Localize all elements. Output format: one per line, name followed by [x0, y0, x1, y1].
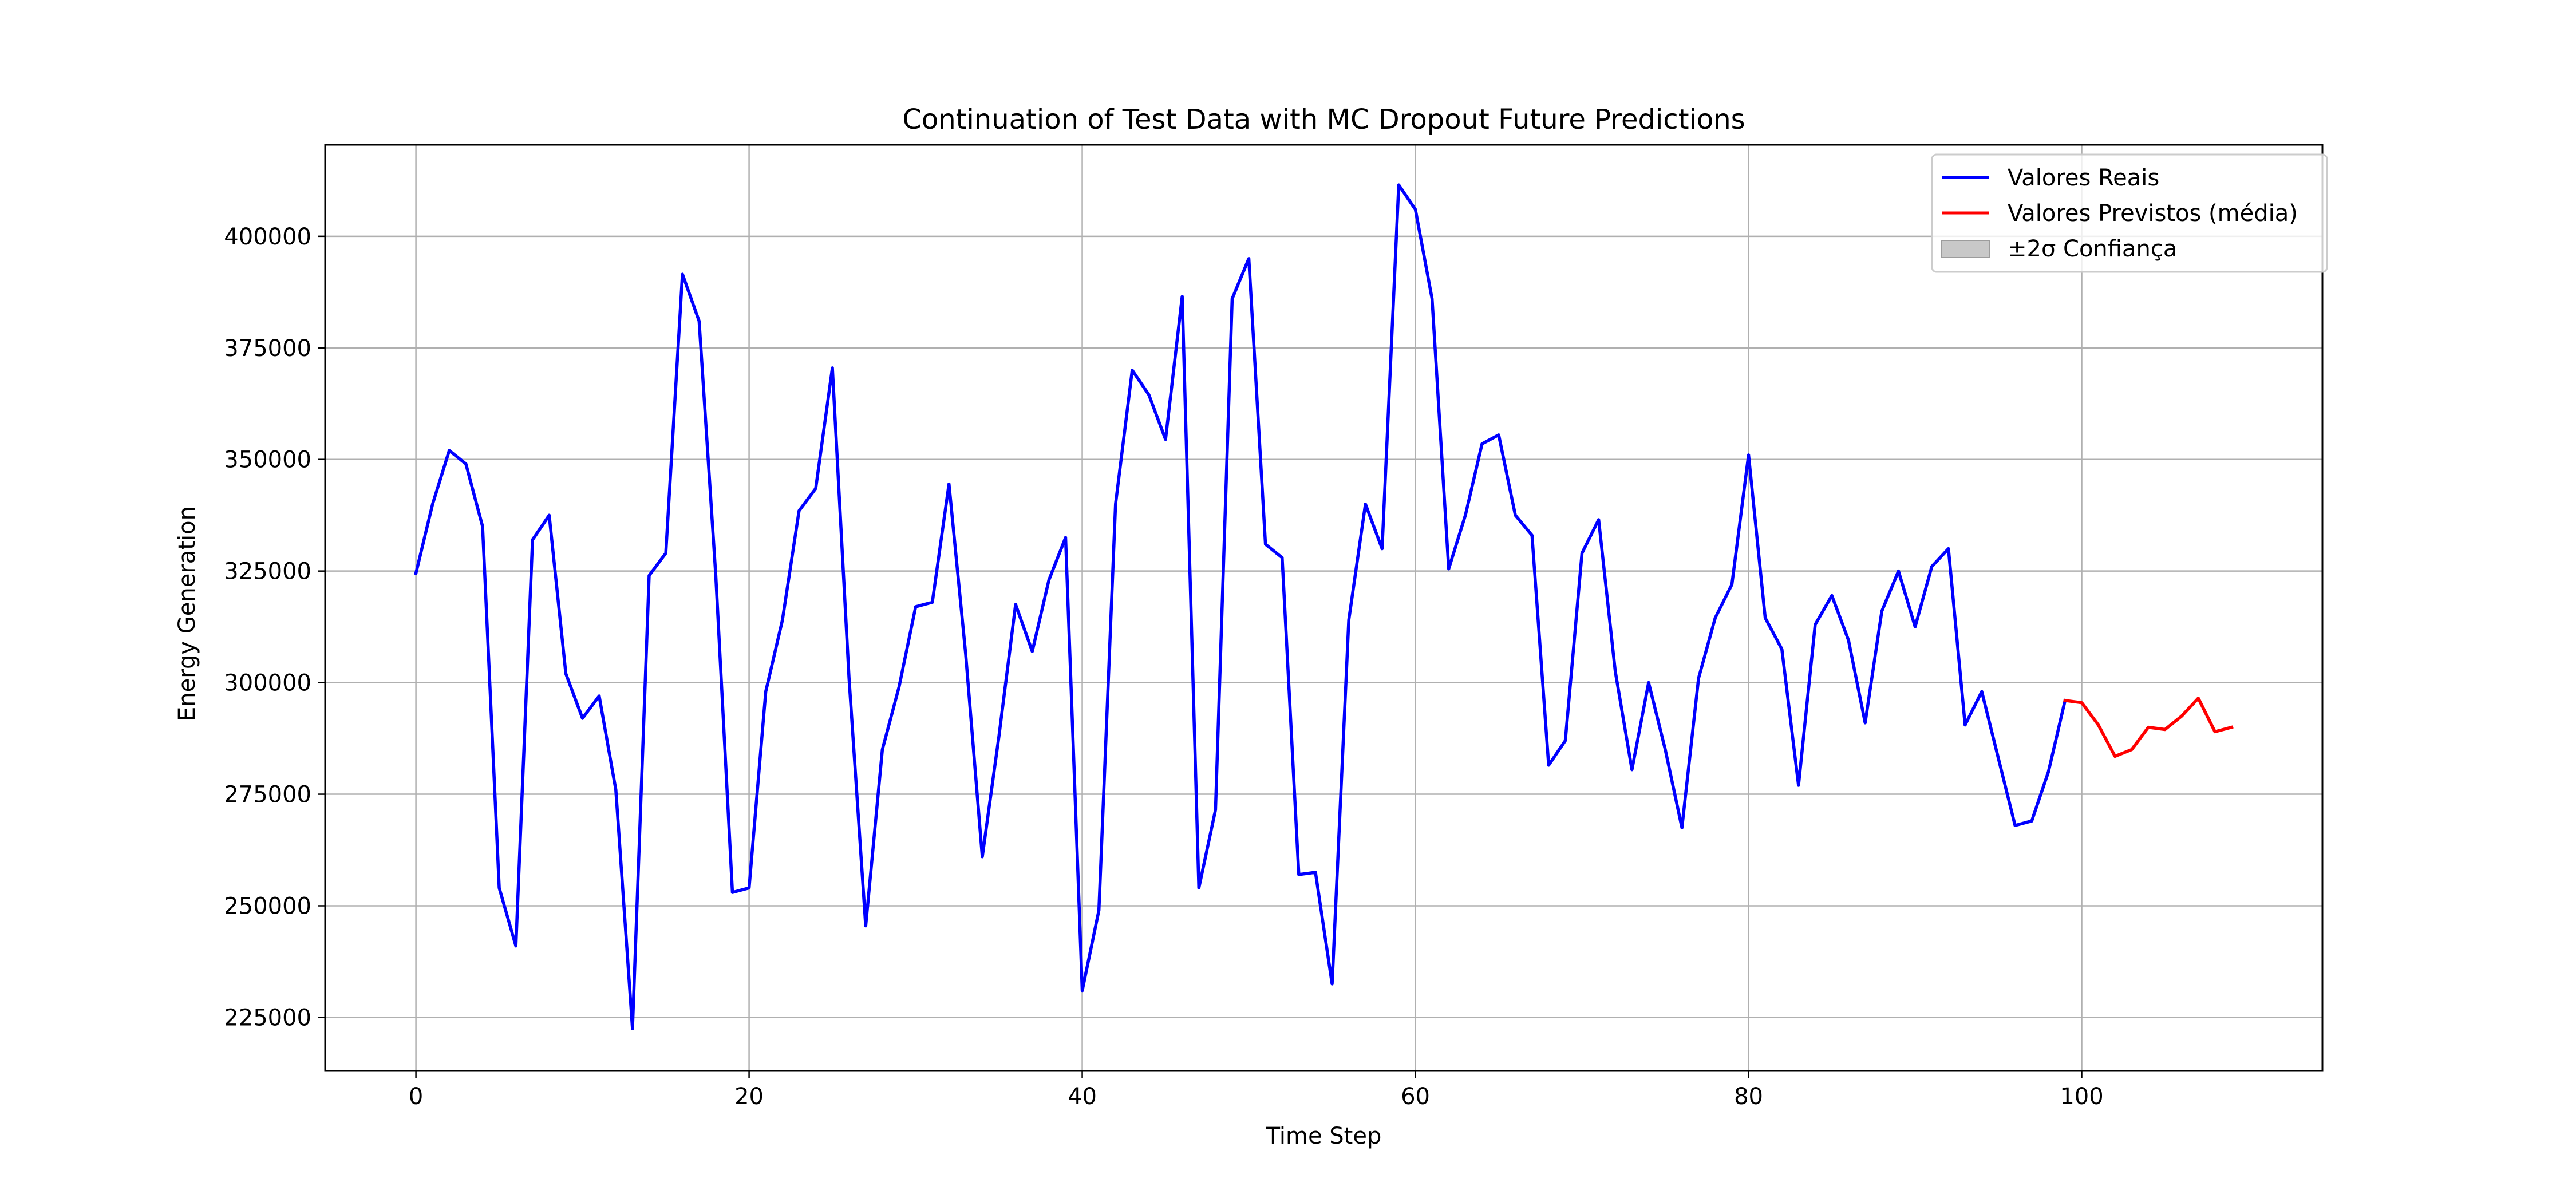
- x-tick-label: 100: [2060, 1084, 2103, 1110]
- y-tick-label: 225000: [224, 1005, 311, 1031]
- x-tick-label: 0: [409, 1084, 423, 1110]
- y-tick-label: 325000: [224, 559, 311, 585]
- series-line-predicted: [2063, 697, 2234, 758]
- y-tick-label: 375000: [224, 335, 311, 362]
- axis-ticks: 0 20 40 60 80 100 225000 250000 275000 300000 3250…: [224, 224, 2103, 1110]
- grid-lines: [325, 145, 2322, 1071]
- chart-title: Continuation of Test Data with MC Dropou…: [902, 104, 1745, 136]
- legend-box: [1931, 153, 2328, 273]
- legend-label-confidence: ±2σ Confiança: [2008, 236, 2177, 262]
- legend-label-predicted: Valores Previstos (média): [2008, 200, 2298, 227]
- legend-swatch-confidence: [1941, 240, 1990, 258]
- series-line-real: [414, 183, 2067, 1030]
- x-tick-label: 20: [734, 1084, 764, 1110]
- legend-label-real: Valores Reais: [2008, 165, 2159, 191]
- y-tick-label: 400000: [224, 224, 311, 250]
- series-lines: [414, 183, 2234, 1030]
- legend: Valores Reais Valores Previstos (média) …: [1931, 153, 2328, 273]
- y-axis-label: Energy Generation: [174, 506, 200, 721]
- y-tick-label: 275000: [224, 782, 311, 808]
- x-tick-label: 40: [1068, 1084, 1097, 1110]
- y-tick-label: 300000: [224, 670, 311, 697]
- x-tick-label: 60: [1401, 1084, 1430, 1110]
- x-axis-label: Time Step: [1266, 1123, 1382, 1149]
- y-tick-label: 350000: [224, 447, 311, 473]
- x-tick-label: 80: [1734, 1084, 1763, 1110]
- y-tick-label: 250000: [224, 893, 311, 919]
- plot-frame: [324, 144, 2324, 1072]
